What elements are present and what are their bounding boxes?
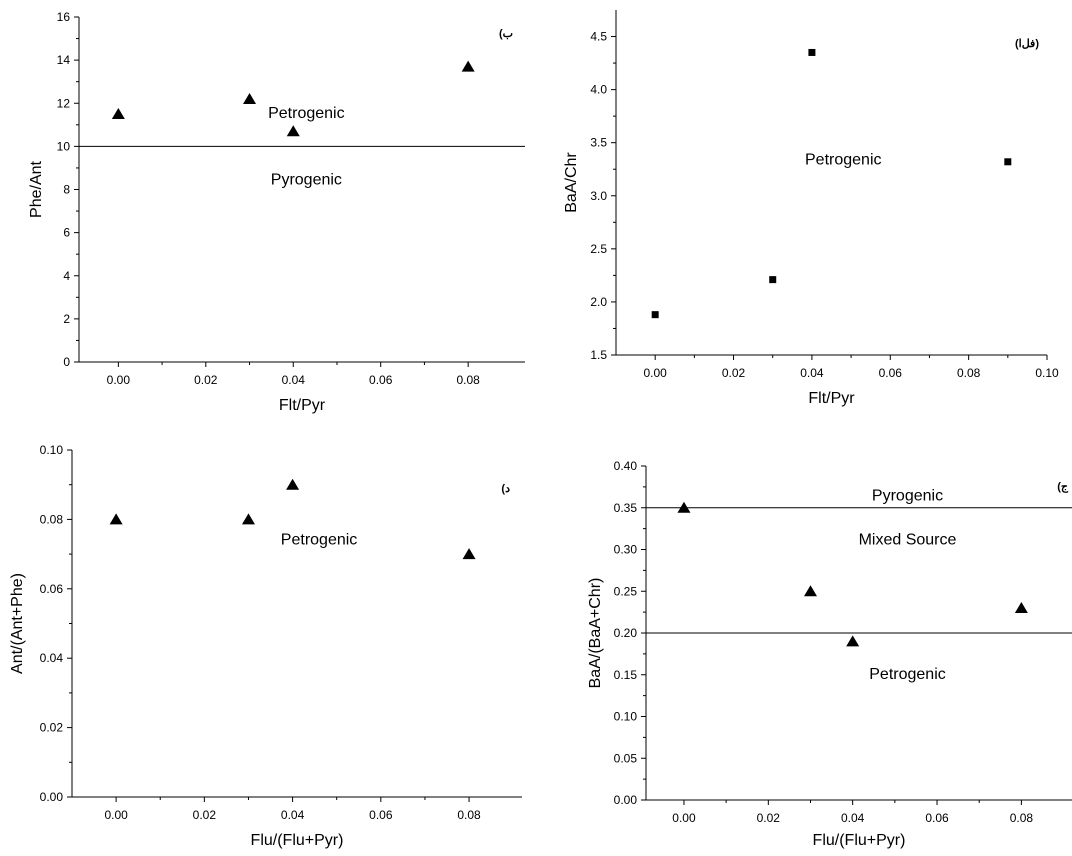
- x-tick-label: 0.02: [722, 366, 746, 380]
- data-point-triangle: [241, 513, 255, 525]
- y-tick-label: 4.5: [590, 30, 607, 44]
- panel-label: (فل‌ا): [1015, 38, 1039, 50]
- region-label: Petrogenic: [281, 531, 358, 548]
- panel-tr: 0.00 0.02 0.04 0.06 0.08 0.10 1.5 2.0 2.5 3.0 3.5 4…: [563, 10, 1059, 407]
- y-tick-label: 0.30: [614, 543, 638, 557]
- data-point-triangle: [803, 585, 817, 597]
- x-tick-label: 0.02: [757, 811, 781, 825]
- y-axis-title: BaA/Chr: [563, 152, 580, 213]
- y-tick-label: 14: [57, 53, 71, 67]
- region-label: Petrogenic: [869, 666, 946, 683]
- y-tick-label: 0.40: [614, 459, 638, 473]
- region-label: Petrogenic: [268, 105, 345, 122]
- region-label: Pyrogenic: [271, 172, 342, 189]
- x-tick-label: 0.00: [672, 811, 696, 825]
- panel-br: 0.00 0.02 0.04 0.06 0.08 0.00 0.05 0.10 0.15 0.20…: [587, 459, 1072, 849]
- data-point-triangle: [846, 635, 860, 647]
- x-tick-label: 0.06: [925, 811, 949, 825]
- y-tick-label: 1.5: [590, 348, 607, 362]
- x-tick-label: 0.00: [107, 373, 131, 387]
- x-tick-label: 0.08: [456, 373, 480, 387]
- y-axis-title: Ant/(Ant+Phe): [9, 573, 26, 674]
- y-tick-label: 0.35: [614, 501, 638, 515]
- y-tick-label: 0.10: [614, 710, 638, 724]
- region-label: Pyrogenic: [872, 487, 943, 504]
- data-point-triangle: [461, 60, 475, 72]
- y-axis-title: Phe/Ant: [28, 160, 45, 217]
- data-point-square: [769, 276, 777, 284]
- y-tick-label: 2: [63, 312, 70, 326]
- y-tick-label: 0.15: [614, 668, 638, 682]
- data-point-triangle: [677, 501, 691, 513]
- y-tick-label: 0.00: [40, 790, 64, 804]
- y-tick-label: 0.20: [614, 626, 638, 640]
- y-tick-label: 0.04: [40, 651, 64, 665]
- data-point-square: [808, 48, 816, 56]
- x-tick-label: 0.06: [879, 366, 903, 380]
- data-point-square: [651, 311, 659, 319]
- data-point-square: [1004, 158, 1012, 166]
- x-tick-label: 0.02: [194, 373, 218, 387]
- y-tick-label: 4: [63, 269, 70, 283]
- x-axis-title: Flt/Pyr: [808, 390, 855, 407]
- y-tick-label: 6: [63, 226, 70, 240]
- y-tick-label: 2.5: [590, 242, 607, 256]
- x-axis-title: Flt/Pyr: [279, 397, 326, 414]
- y-tick-label: 0.06: [40, 582, 64, 596]
- panel-tl: 0.00 0.02 0.04 0.06 0.08 0 2 4 6 8 10 12 14 16 Petroge…: [28, 10, 525, 414]
- x-tick-label: 0.06: [369, 373, 393, 387]
- data-point-triangle: [243, 92, 257, 104]
- region-label: Mixed Source: [859, 532, 957, 549]
- y-tick-label: 12: [57, 96, 71, 110]
- panel-label: (ب: [499, 28, 513, 40]
- data-point-triangle: [1014, 601, 1028, 613]
- x-tick-label: 0.08: [957, 366, 981, 380]
- y-tick-label: 0.05: [614, 751, 638, 765]
- y-tick-label: 0.25: [614, 584, 638, 598]
- panel-label: (د: [501, 483, 510, 495]
- region-label: Petrogenic: [805, 152, 882, 169]
- y-axis-title: BaA/(BaA+Chr): [587, 578, 604, 689]
- y-tick-label: 4.0: [590, 83, 607, 97]
- y-tick-label: 3.0: [590, 189, 607, 203]
- x-tick-label: 0.02: [193, 808, 217, 822]
- data-point-triangle: [111, 108, 125, 120]
- y-tick-label: 0.00: [614, 793, 638, 807]
- y-tick-label: 16: [57, 10, 71, 24]
- y-tick-label: 10: [57, 139, 71, 153]
- data-point-triangle: [286, 125, 300, 137]
- y-tick-label: 8: [63, 183, 70, 197]
- x-tick-label: 0.08: [457, 808, 481, 822]
- y-tick-label: 0.08: [40, 512, 64, 526]
- x-tick-label: 0.04: [282, 373, 306, 387]
- y-tick-label: 2.0: [590, 295, 607, 309]
- x-tick-label: 0.08: [1010, 811, 1034, 825]
- data-point-triangle: [286, 478, 300, 490]
- data-point-triangle: [462, 548, 476, 560]
- panel-bl: 0.00 0.02 0.04 0.06 0.08 0.00 0.02 0.04 0.06 0.08…: [9, 443, 522, 849]
- data-point-triangle: [109, 513, 123, 525]
- x-axis-title: Flu/(Flu+Pyr): [813, 832, 906, 849]
- y-tick-label: 0.10: [40, 443, 64, 457]
- x-tick-label: 0.04: [841, 811, 865, 825]
- y-tick-label: 0: [63, 355, 70, 369]
- y-tick-label: 3.5: [590, 136, 607, 150]
- panel-label: (ج: [1057, 481, 1069, 493]
- y-tick-label: 0.02: [40, 721, 64, 735]
- x-tick-label: 0.06: [369, 808, 393, 822]
- x-axis-title: Flu/(Flu+Pyr): [251, 832, 344, 849]
- x-tick-label: 0.00: [104, 808, 128, 822]
- x-tick-label: 0.10: [1035, 366, 1059, 380]
- x-tick-label: 0.04: [800, 366, 824, 380]
- x-tick-label: 0.04: [281, 808, 305, 822]
- x-tick-label: 0.00: [644, 366, 668, 380]
